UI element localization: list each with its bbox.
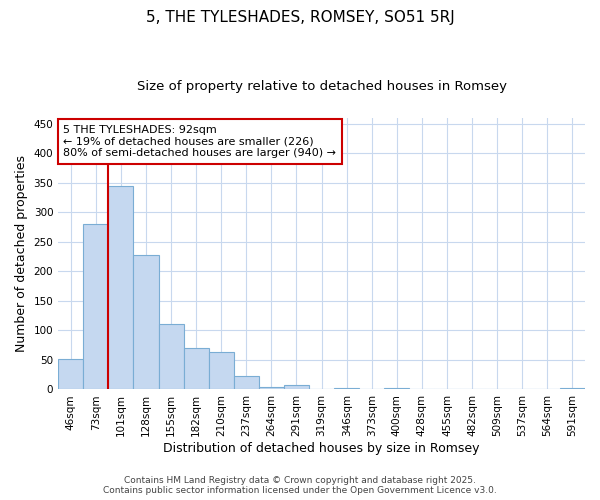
X-axis label: Distribution of detached houses by size in Romsey: Distribution of detached houses by size … <box>163 442 480 455</box>
Y-axis label: Number of detached properties: Number of detached properties <box>15 155 28 352</box>
Bar <box>184 348 209 390</box>
Bar <box>158 324 184 390</box>
Text: 5 THE TYLESHADES: 92sqm
← 19% of detached houses are smaller (226)
80% of semi-d: 5 THE TYLESHADES: 92sqm ← 19% of detache… <box>63 125 336 158</box>
Bar <box>334 388 359 390</box>
Bar <box>83 224 109 390</box>
Bar <box>109 186 133 390</box>
Title: Size of property relative to detached houses in Romsey: Size of property relative to detached ho… <box>137 80 506 93</box>
Bar <box>234 376 259 390</box>
Text: 5, THE TYLESHADES, ROMSEY, SO51 5RJ: 5, THE TYLESHADES, ROMSEY, SO51 5RJ <box>146 10 454 25</box>
Bar <box>560 388 585 390</box>
Text: Contains HM Land Registry data © Crown copyright and database right 2025.
Contai: Contains HM Land Registry data © Crown c… <box>103 476 497 495</box>
Bar <box>385 388 409 390</box>
Bar <box>284 386 309 390</box>
Bar <box>259 387 284 390</box>
Bar <box>209 352 234 390</box>
Bar <box>58 358 83 390</box>
Bar <box>133 255 158 390</box>
